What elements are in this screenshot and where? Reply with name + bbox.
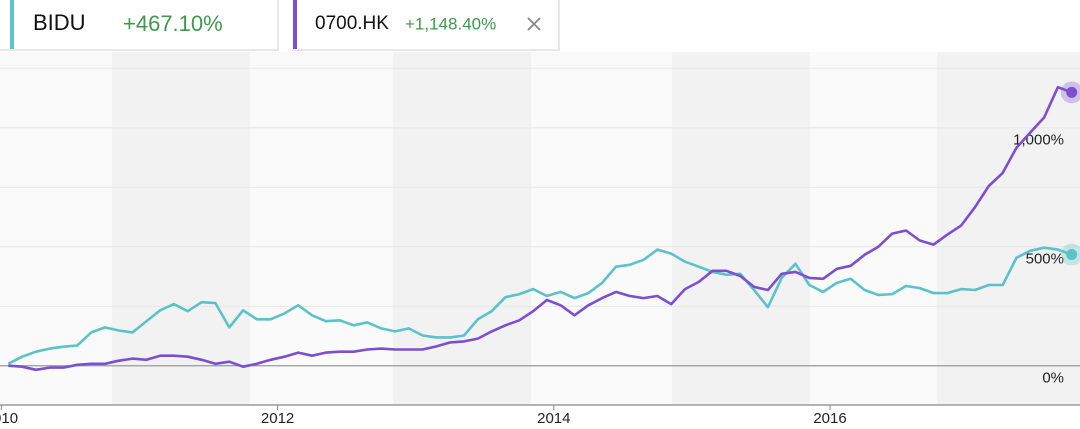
legend-tab[interactable] xyxy=(292,0,558,49)
legend-tab[interactable] xyxy=(0,0,277,49)
x-tick-label: 2016 xyxy=(813,410,846,427)
y-tick-label: 1,000% xyxy=(1013,132,1064,149)
remove-button[interactable] xyxy=(527,17,541,31)
legend-name: BIDU xyxy=(33,10,86,35)
series-line xyxy=(8,85,1073,372)
legend-change: +1,148.40% xyxy=(405,14,496,33)
band xyxy=(672,52,810,405)
series-line xyxy=(7,246,1073,365)
lines xyxy=(7,81,1080,372)
band xyxy=(393,52,531,405)
x-tick-label: 2012 xyxy=(261,410,294,427)
legend-color xyxy=(293,0,297,49)
legend-change: +467.10% xyxy=(123,11,223,36)
band xyxy=(112,52,250,405)
x-tick-label: 2014 xyxy=(537,410,570,427)
y-tick-label: 500% xyxy=(1026,251,1064,268)
y-tick-label: 0% xyxy=(1042,370,1064,387)
x-tick-label: 2010 xyxy=(0,410,18,427)
grid: 0% 500% 1,000% 2010 2012 2014 2016 xyxy=(0,67,1080,427)
legend-name: 0700.HK xyxy=(315,13,389,34)
end-point xyxy=(1066,86,1078,98)
legend: BIDU +467.10% 0700.HK +1,148.40% xyxy=(0,0,560,51)
band xyxy=(937,52,1080,405)
legend-color xyxy=(10,0,14,49)
end-point xyxy=(1066,249,1078,261)
